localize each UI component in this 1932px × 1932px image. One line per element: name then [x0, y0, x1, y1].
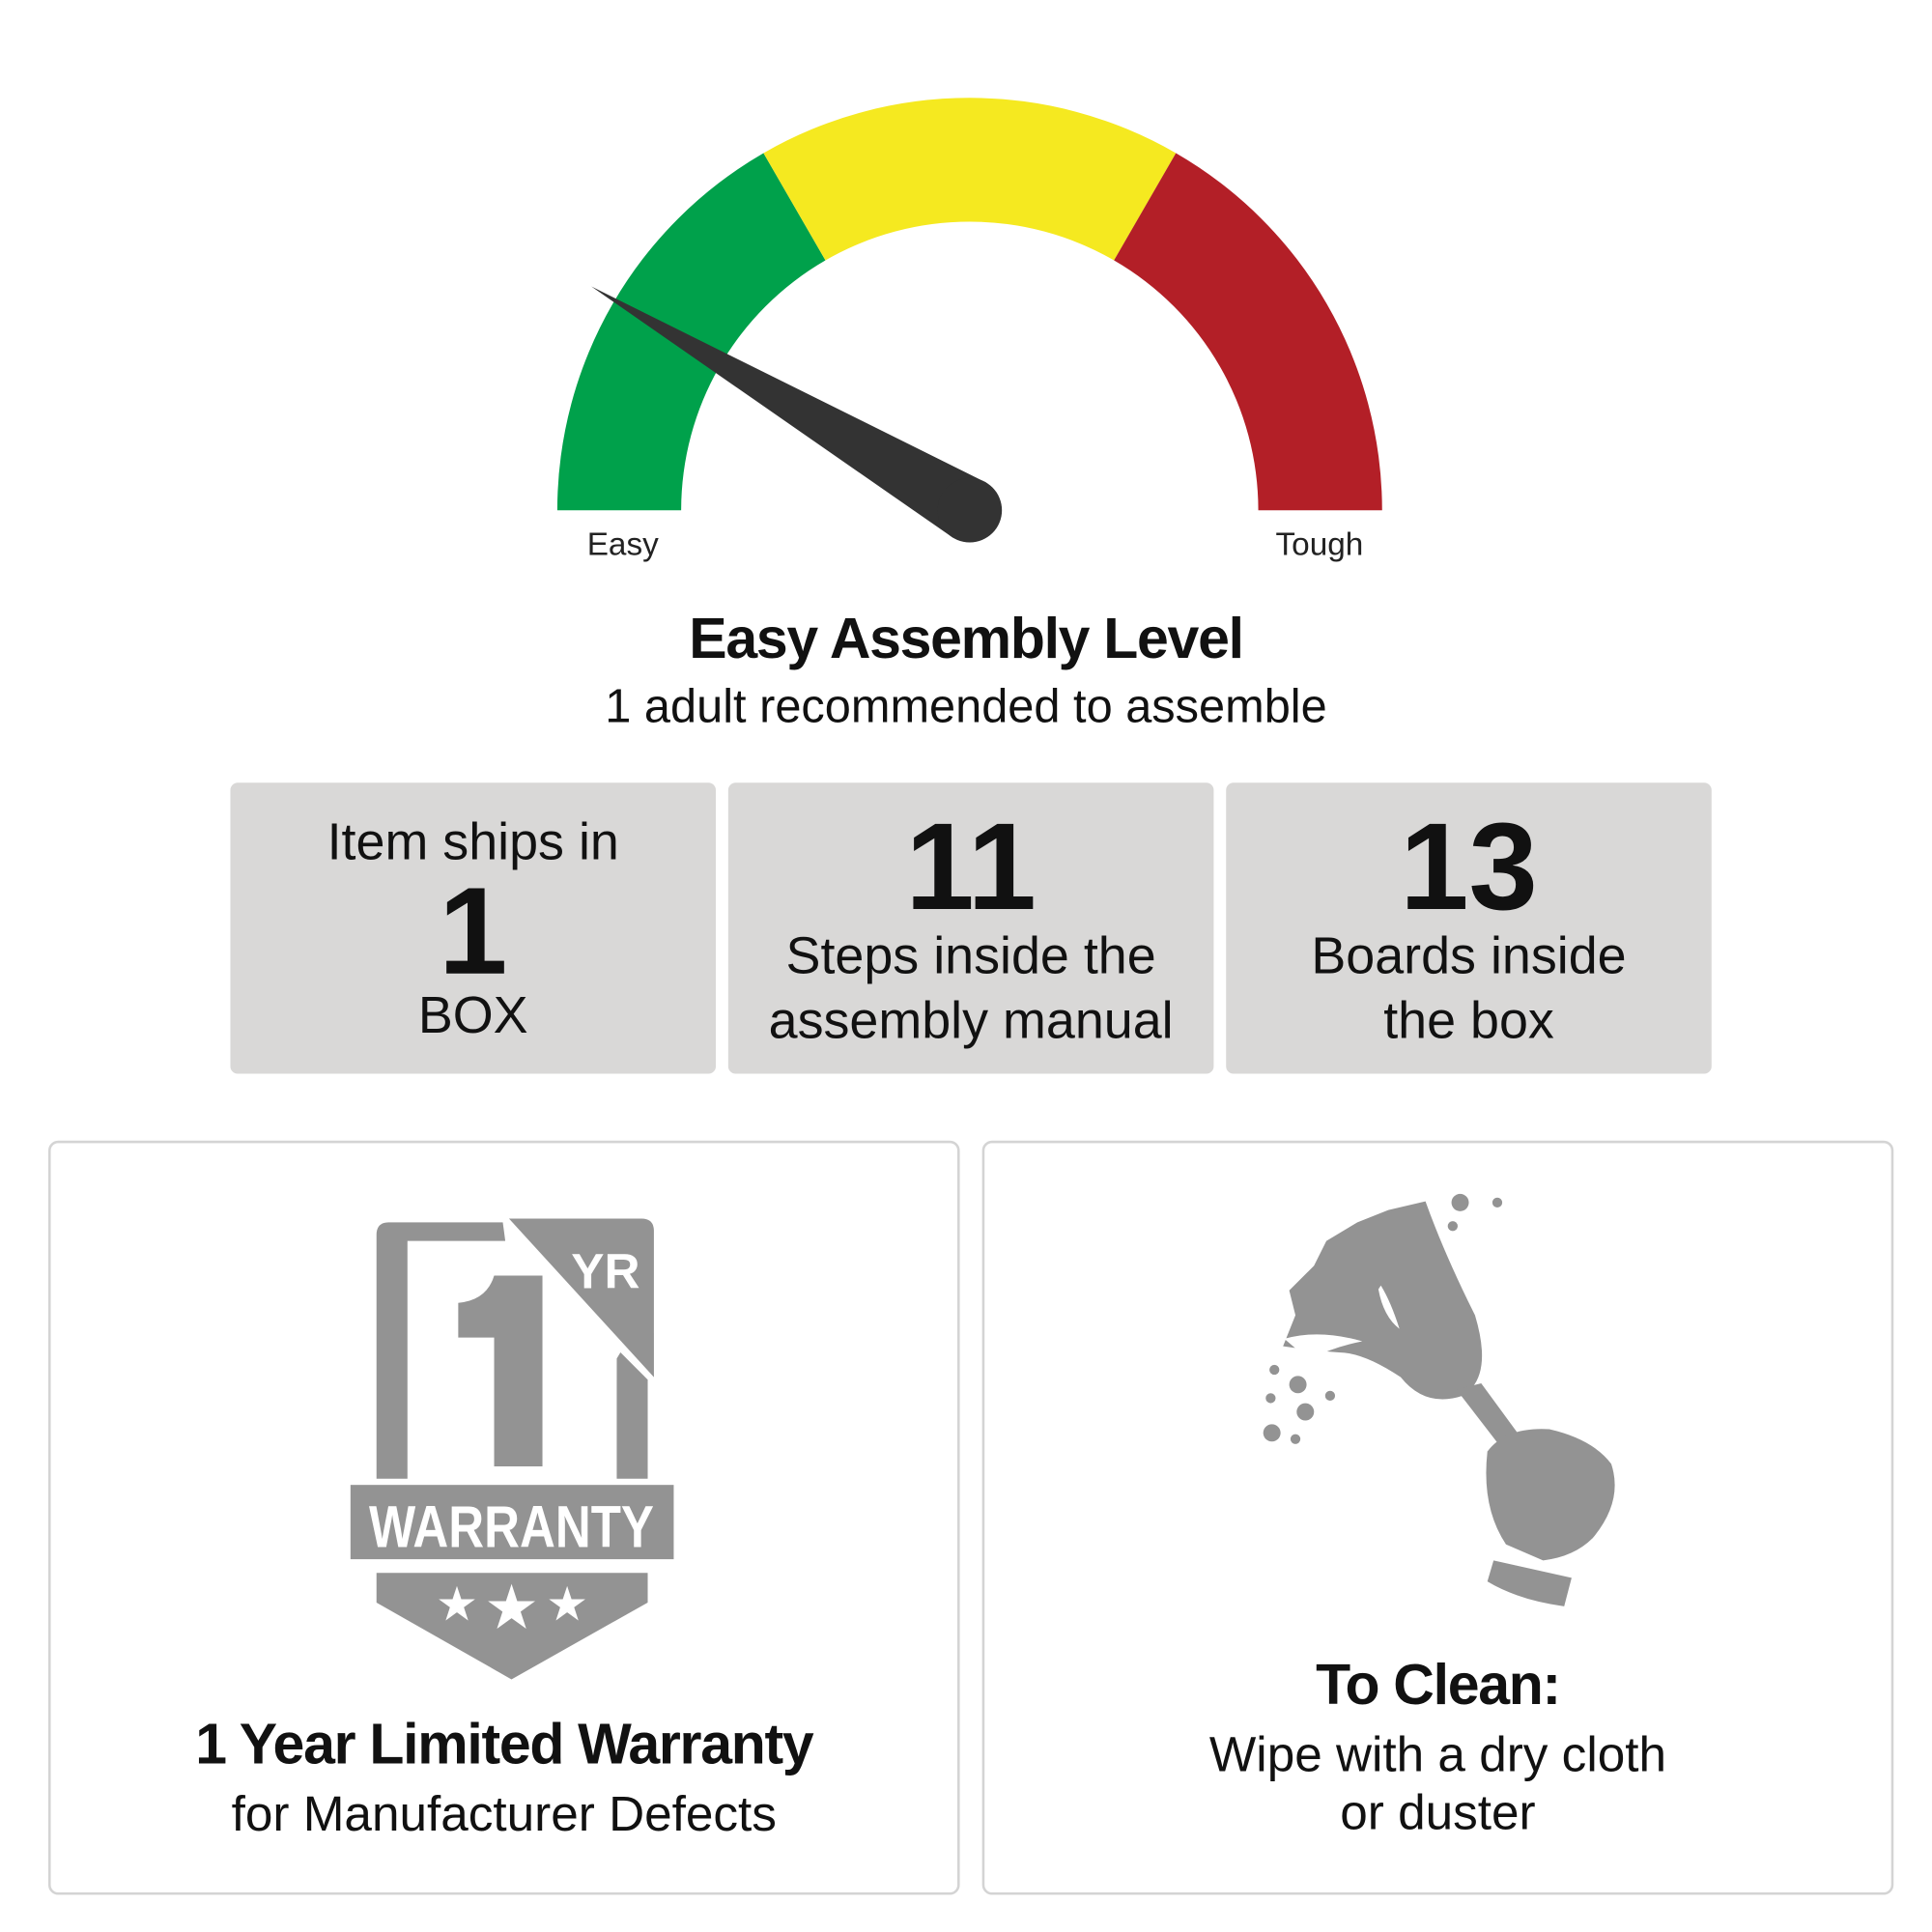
warranty-badge-icon: YR WARRANTY ★ ★ ★ [350, 1218, 674, 1680]
gauge-min-label: Easy [586, 525, 659, 563]
stat-label-line2: assembly manual [768, 990, 1174, 1049]
cleaning-heading: To Clean: [1316, 1652, 1561, 1717]
star-icon: ★ [549, 1582, 586, 1629]
stat-box-count: Item ships in 1 BOX [230, 782, 717, 1074]
stat-value: 11 [905, 797, 1037, 937]
stat-steps: 11 Steps inside the assembly manual [727, 782, 1214, 1074]
badge-band: WARRANTY [369, 1493, 654, 1560]
difficulty-gauge [556, 98, 1382, 543]
warranty-heading: 1 Year Limited Warranty [195, 1711, 813, 1776]
stat-label-top: Item ships in [327, 812, 619, 871]
gauge-needle [591, 286, 1003, 543]
duster-hand-icon [1263, 1193, 1615, 1606]
cleaning-card: To Clean: Wipe with a dry cloth or duste… [981, 1140, 1894, 1895]
star-icon: ★ [439, 1582, 476, 1629]
cleaning-line2: or duster [1340, 1785, 1536, 1841]
gauge-segment-tough [1114, 153, 1382, 511]
stat-label-line1: Steps inside the [785, 925, 1156, 985]
assembly-level-title: Easy Assembly Level [689, 605, 1244, 670]
stat-value: 13 [1400, 797, 1538, 937]
cleaning-line1: Wipe with a dry cloth [1208, 1727, 1667, 1782]
gauge-needle-pointer [591, 286, 986, 538]
star-icon: ★ [487, 1577, 536, 1637]
gauge-needle-hub [937, 477, 1003, 543]
stat-label-bottom: BOX [417, 985, 528, 1044]
warranty-card: YR WARRANTY ★ ★ ★ 1 Year Limited Warrant… [47, 1140, 960, 1895]
assembly-level-subtitle: 1 adult recommended to assemble [605, 681, 1327, 733]
warranty-text: for Manufacturer Defects [231, 1786, 777, 1842]
gauge-segment-medium [763, 98, 1177, 261]
badge-unit: YR [571, 1243, 639, 1298]
stat-value: 1 [439, 862, 508, 1001]
stat-label-line2: the box [1383, 990, 1554, 1049]
stat-boards: 13 Boards inside the box [1226, 782, 1712, 1074]
stat-label-line1: Boards inside [1311, 925, 1627, 985]
gauge-segment-easy [556, 153, 826, 511]
gauge-max-label: Tough [1275, 525, 1364, 563]
